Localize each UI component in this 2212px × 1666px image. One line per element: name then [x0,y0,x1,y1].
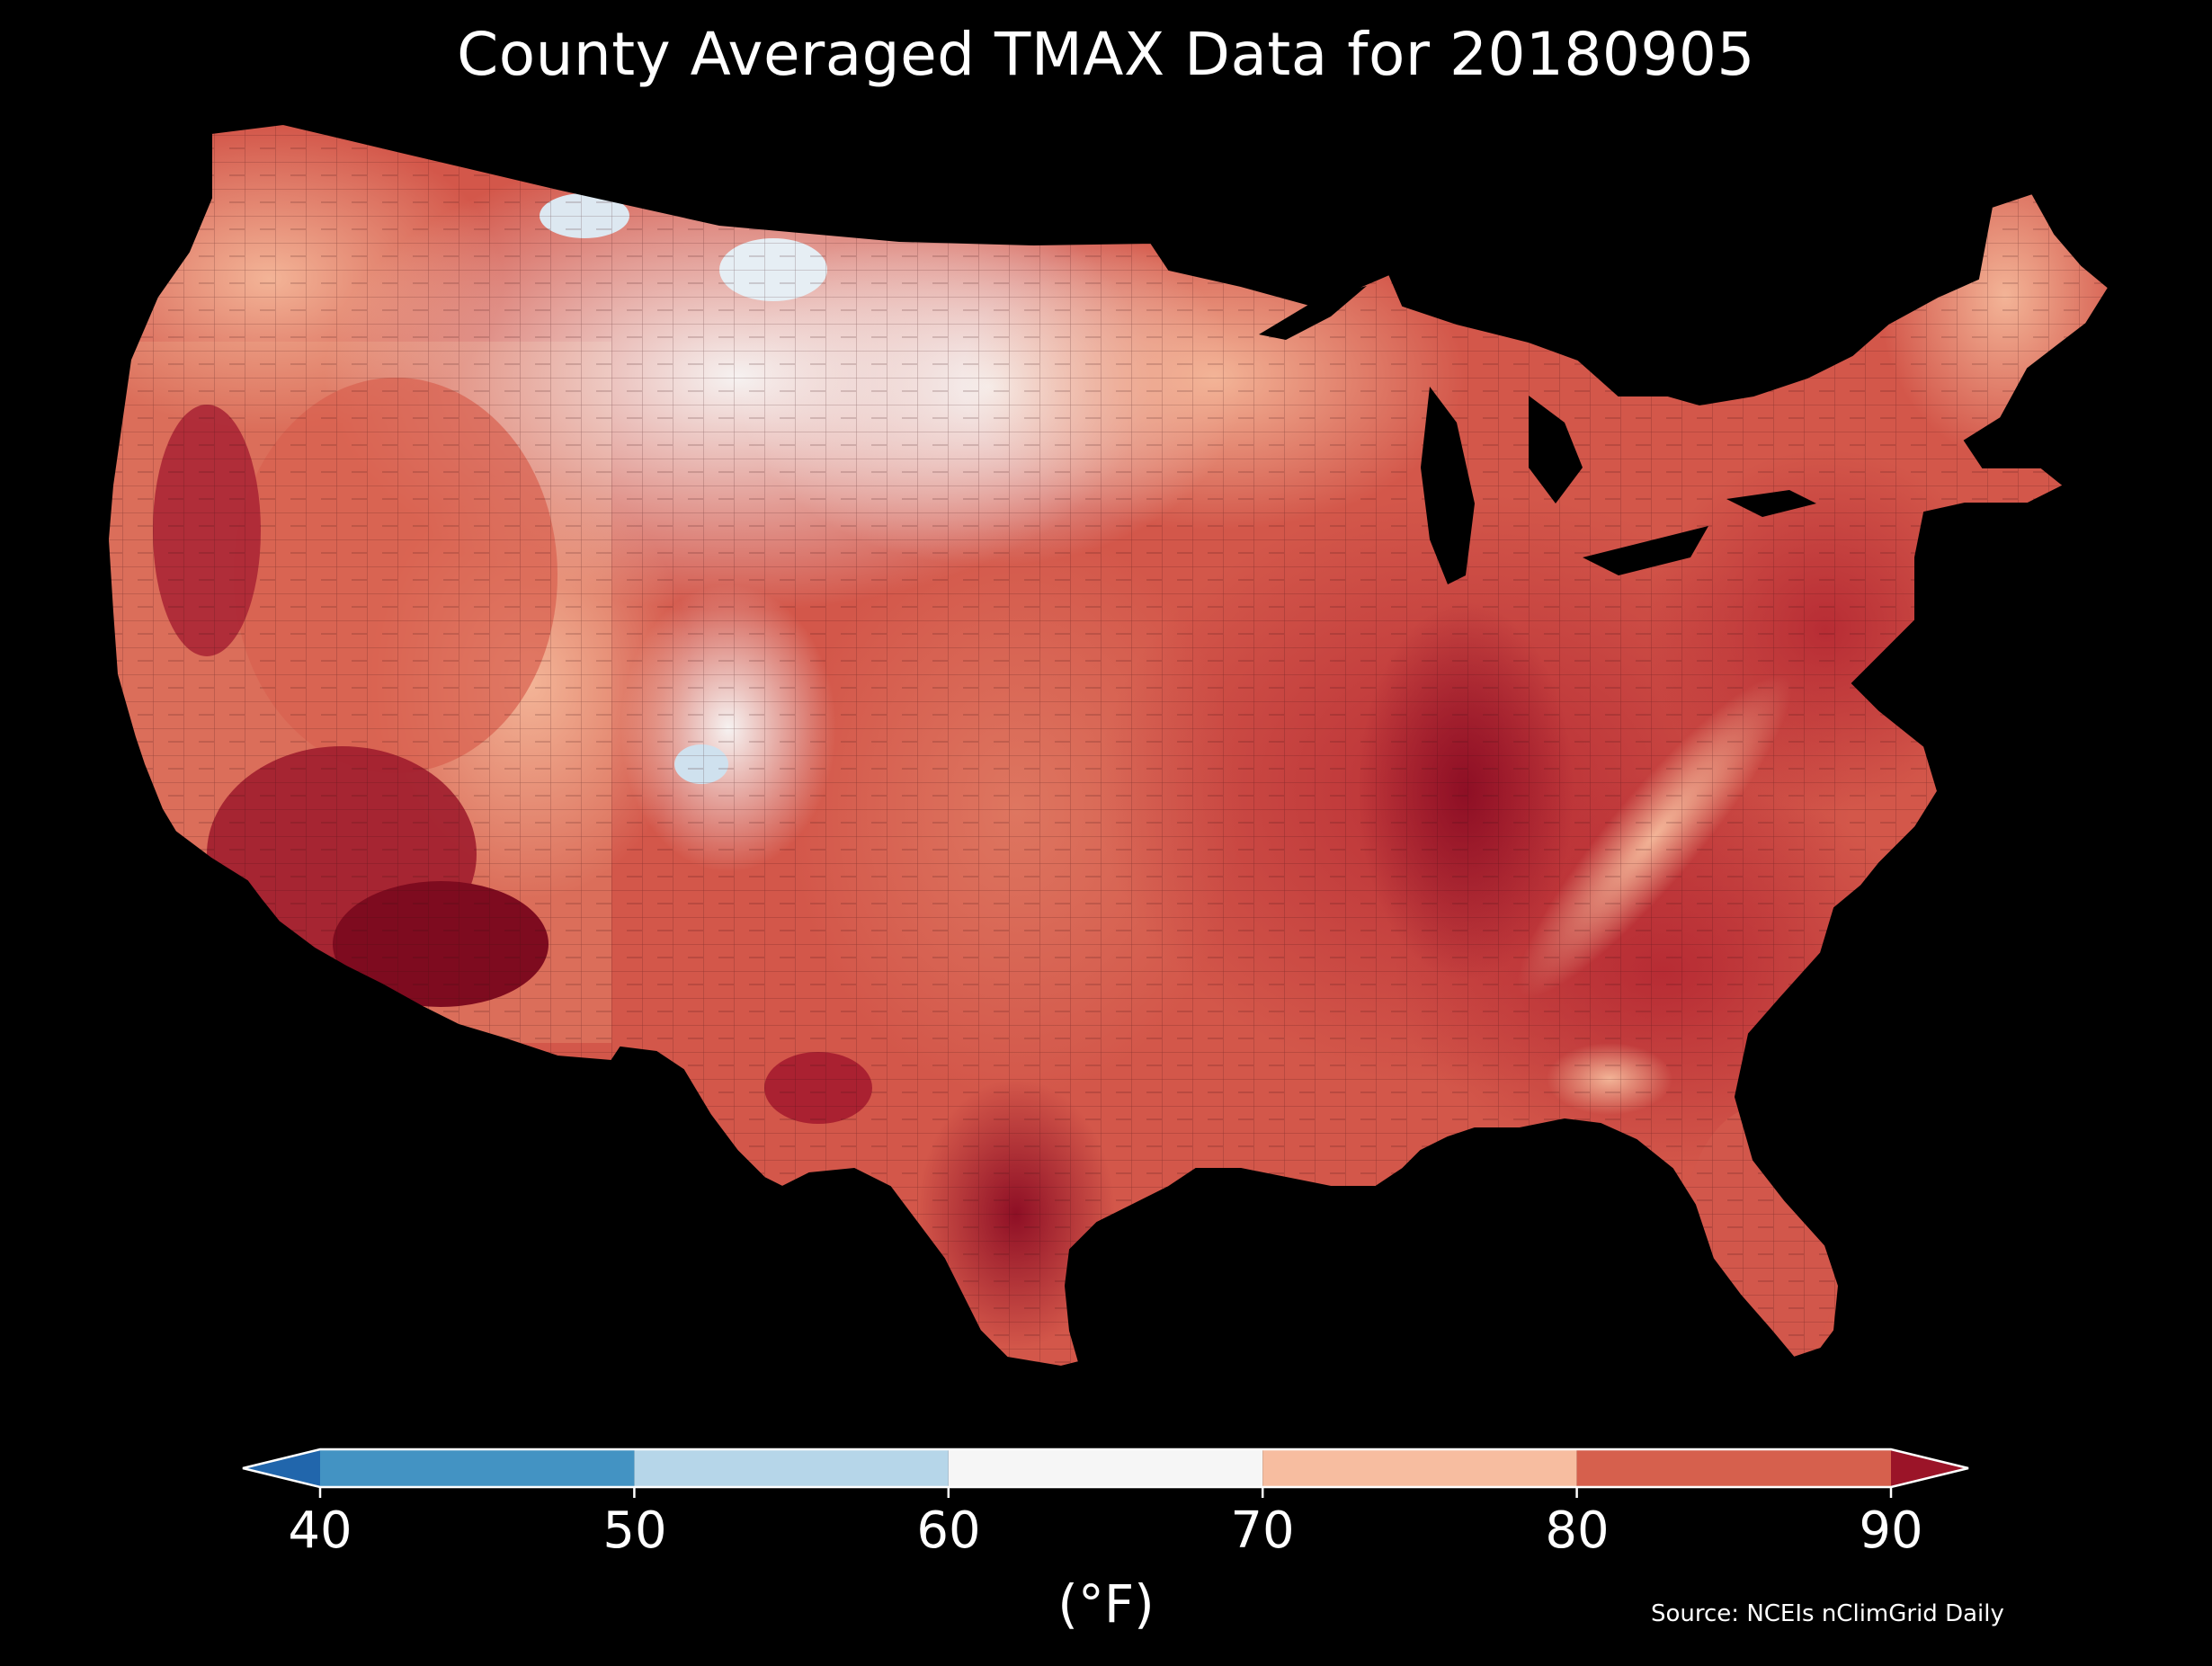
colorbar-tick: 70 [1230,1501,1295,1560]
us-outline [106,122,2110,1368]
colorbar-bin [948,1449,1263,1487]
colorbar-tick: 80 [1545,1501,1610,1560]
colorbar-tick: 90 [1859,1501,1923,1560]
source-note: Source: NCEIs nClimGrid Daily [1651,1600,2004,1627]
colorbar-tick: 40 [288,1501,352,1560]
colorbar-bin [1576,1449,1891,1487]
map-title: County Averaged TMAX Data for 20180905 [457,20,1755,89]
colorbar-bin [320,1449,635,1487]
colorbar-over-extension [1891,1449,1968,1487]
colorbar-tick: 60 [916,1501,981,1560]
colorbar-under-extension [243,1449,320,1487]
colorbar-unit-label: (°F) [1057,1573,1155,1635]
colorbar-tick: 50 [602,1501,667,1560]
great-lakes [1259,286,1816,584]
colorbar-bin [634,1449,949,1487]
colorbar-bin [1262,1449,1577,1487]
